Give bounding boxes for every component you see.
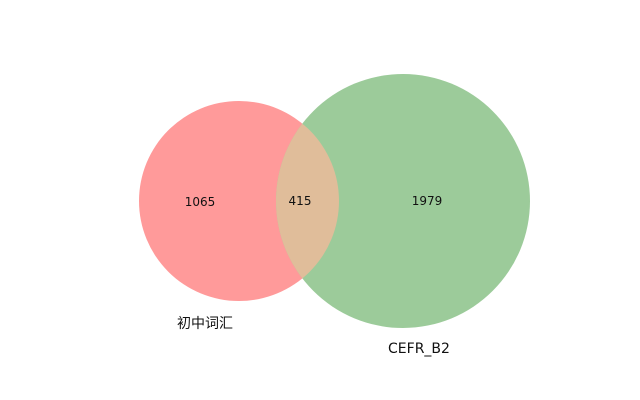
count-set-a-only: 1065	[185, 195, 216, 209]
set-circle-cefr-b2	[276, 74, 530, 328]
count-intersection: 415	[289, 194, 312, 208]
label-set-a: 初中词汇	[177, 315, 233, 332]
label-set-b: CEFR_B2	[388, 341, 450, 357]
count-set-b-only: 1979	[412, 194, 443, 208]
